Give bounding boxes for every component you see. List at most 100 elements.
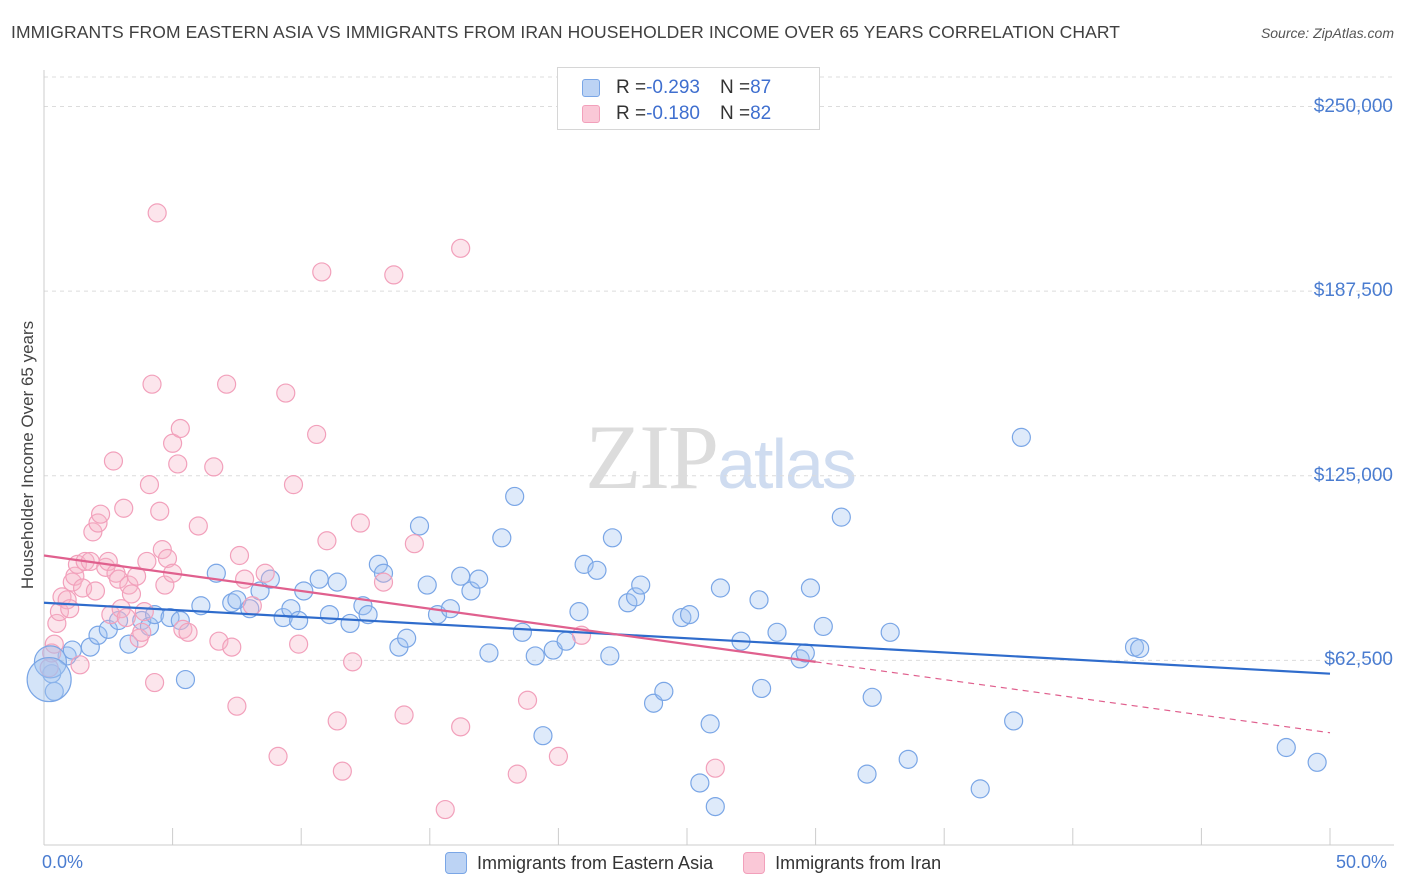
stats-legend-row-eastern-asia: R = -0.293 N = 87	[582, 76, 771, 100]
data-point	[152, 540, 172, 560]
n-label: N =	[719, 103, 751, 124]
watermark: ZIPatlas	[585, 406, 855, 508]
watermark-zip: ZIP	[585, 406, 717, 508]
data-point	[800, 578, 821, 598]
r-value: -0.293	[646, 77, 700, 98]
x-tick-label-min: 0.0%	[42, 852, 84, 872]
data-point	[235, 569, 255, 589]
data-point	[767, 622, 787, 642]
data-point	[569, 602, 589, 622]
source-label: Source: ZipAtlas.com	[1260, 25, 1394, 41]
data-point	[132, 622, 152, 642]
data-point	[600, 646, 620, 666]
series-legend: Immigrants from Eastern Asia Immigrants …	[445, 852, 971, 874]
data-point	[710, 578, 731, 598]
data-point	[533, 726, 553, 746]
data-point	[358, 604, 378, 625]
data-point	[373, 572, 394, 592]
data-point	[227, 696, 247, 716]
data-point	[173, 619, 193, 639]
data-point	[440, 599, 460, 619]
n-value: 82	[750, 103, 772, 124]
data-point	[479, 643, 499, 663]
data-point	[103, 451, 124, 471]
data-point	[700, 714, 720, 734]
data-point	[80, 637, 100, 657]
legend-swatch-pink	[582, 105, 600, 123]
data-point	[749, 590, 769, 610]
data-point	[134, 602, 154, 622]
data-point	[108, 610, 129, 631]
trend-line-solid	[43, 601, 1331, 675]
data-point	[327, 572, 347, 592]
data-point	[52, 587, 72, 607]
data-point	[751, 678, 772, 699]
watermark-atlas: atlas	[717, 425, 855, 503]
data-point	[618, 593, 638, 613]
data-point	[417, 575, 437, 595]
trend-lines	[43, 554, 1331, 734]
data-point	[242, 596, 262, 616]
data-point	[319, 604, 340, 625]
data-point	[970, 779, 990, 799]
stats-legend: R = -0.293 N = 87 R = -0.180 N = 82	[557, 67, 820, 130]
r-label: R =	[616, 77, 647, 98]
data-point	[88, 625, 108, 645]
data-point	[289, 610, 309, 631]
data-point	[111, 599, 131, 619]
data-point	[276, 383, 296, 403]
data-point	[654, 681, 674, 702]
data-point-large	[33, 645, 68, 679]
data-point	[705, 758, 725, 778]
data-point	[116, 607, 136, 628]
data-point	[168, 454, 188, 474]
data-point	[435, 799, 455, 820]
data-point	[204, 457, 224, 477]
data-point	[631, 575, 651, 595]
legend-swatch-pink	[743, 852, 766, 874]
data-point	[255, 563, 275, 583]
data-point	[461, 581, 481, 601]
data-point	[587, 560, 607, 580]
data-point	[260, 569, 280, 589]
data-point	[90, 504, 111, 524]
legend-label: Immigrants from Eastern Asia	[477, 852, 714, 873]
data-point	[505, 486, 525, 507]
data-point	[178, 622, 198, 642]
data-point	[39, 658, 59, 678]
data-point	[469, 569, 489, 589]
data-point	[831, 507, 851, 527]
data-point	[492, 528, 512, 548]
data-point	[1130, 638, 1150, 659]
data-point	[343, 652, 363, 672]
data-point	[340, 613, 360, 634]
data-point	[512, 622, 532, 642]
data-point	[281, 599, 301, 619]
legend-item-eastern-asia[interactable]: Immigrants from Eastern Asia	[445, 852, 713, 874]
data-point	[114, 498, 134, 518]
data-point	[268, 746, 288, 766]
data-points	[26, 203, 1327, 820]
data-point	[679, 604, 700, 625]
y-tick-label: $125,000	[1313, 464, 1393, 486]
data-point	[898, 749, 918, 769]
data-point	[862, 687, 882, 707]
data-point	[307, 424, 327, 445]
data-point	[384, 265, 404, 285]
axes	[43, 70, 1394, 846]
data-point	[1307, 752, 1327, 772]
data-point	[175, 669, 196, 690]
data-point	[625, 587, 646, 607]
data-point	[451, 717, 471, 737]
x-tick-label-max: 50.0%	[1336, 852, 1388, 872]
data-point	[222, 637, 242, 657]
trend-line-dashed	[815, 661, 1331, 734]
data-point	[525, 646, 545, 666]
data-point	[327, 711, 347, 731]
data-point	[157, 548, 178, 569]
data-point	[155, 575, 175, 595]
data-point-large	[26, 656, 72, 703]
data-point	[690, 773, 710, 793]
legend-item-iran[interactable]: Immigrants from Iran	[743, 852, 941, 874]
